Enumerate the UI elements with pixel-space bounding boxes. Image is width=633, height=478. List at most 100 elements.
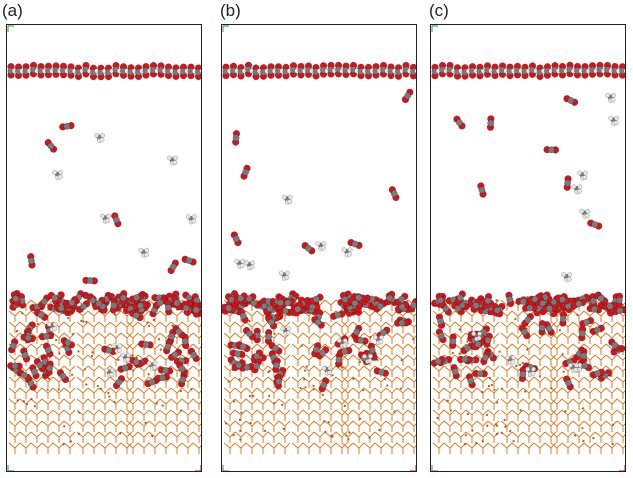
framework-node: [412, 338, 415, 341]
framework-node: [526, 348, 529, 351]
co2-molecule: [589, 324, 605, 336]
methane-molecule: [372, 334, 384, 346]
co2-molecule: [470, 298, 482, 313]
co2-molecule: [304, 302, 321, 311]
panel-label-b: (b): [220, 1, 241, 20]
framework-node: [161, 404, 164, 407]
methane-molecule: [111, 343, 123, 354]
framework-node: [146, 321, 149, 324]
methane-molecule: [571, 184, 583, 195]
co2-molecule: [149, 61, 158, 78]
framework-node: [324, 430, 327, 434]
framework-node: [466, 413, 469, 416]
co2-molecule: [229, 349, 246, 359]
co2-molecule: [59, 62, 68, 79]
framework-node: [304, 386, 307, 389]
co2-molecule: [7, 362, 23, 370]
framework-node: [248, 319, 251, 323]
co2-molecule: [60, 336, 76, 349]
framework-node: [386, 384, 389, 387]
co2-molecule: [274, 373, 283, 390]
co2-molecule: [451, 302, 465, 315]
co2-molecule: [468, 63, 477, 79]
co2-molecule: [573, 62, 582, 79]
co2-molecule: [157, 366, 174, 375]
co2-molecule: [119, 289, 128, 306]
methane-molecule: [280, 326, 292, 337]
framework-node: [77, 350, 80, 353]
methane-molecule: [336, 338, 348, 349]
co2-molecule: [465, 373, 476, 389]
framework-node: [30, 398, 33, 401]
methane-molecule: [608, 115, 620, 126]
co2-molecule: [272, 357, 281, 374]
framework-node: [550, 387, 553, 390]
co2-molecule: [112, 375, 126, 390]
methane-molecule: [525, 366, 537, 377]
co2-molecule: [336, 346, 353, 357]
framework-node: [582, 439, 585, 443]
framework-node: [558, 329, 562, 332]
simulation-snapshot-b: [222, 25, 416, 471]
co2-molecule: [471, 337, 485, 351]
co2-molecule: [10, 291, 22, 307]
co2-molecule: [483, 332, 493, 348]
framework-node: [399, 387, 403, 390]
co2-molecule: [578, 325, 587, 342]
co2-molecule: [518, 324, 531, 340]
co2-molecule: [92, 296, 106, 311]
framework-node: [135, 356, 138, 359]
co2-molecule: [42, 342, 54, 358]
co2-molecule: [527, 293, 543, 305]
framework-node: [159, 348, 162, 351]
framework-node: [82, 320, 85, 323]
co2-molecule: [76, 300, 91, 313]
methane-molecule: [146, 360, 158, 371]
co2-molecule: [187, 63, 195, 80]
co2-molecule: [59, 121, 75, 131]
framework-node: [119, 432, 122, 435]
methane-molecule: [321, 365, 333, 376]
co2-molecule: [598, 369, 613, 382]
framework-node: [281, 403, 284, 406]
framework-node: [57, 388, 60, 391]
framework-node: [576, 313, 579, 316]
framework-node: [519, 363, 522, 366]
framework-node: [58, 352, 61, 355]
framework-node: [264, 429, 267, 433]
framework-node: [171, 324, 174, 327]
framework-node: [96, 384, 99, 388]
axis-indicator-icon: [431, 25, 438, 32]
co2-molecule: [181, 300, 192, 316]
framework-node: [268, 394, 271, 397]
framework-node: [302, 378, 306, 381]
co2-molecule: [163, 339, 174, 355]
co2-molecule: [505, 291, 515, 308]
framework-node: [179, 389, 182, 393]
co2-molecule: [29, 364, 40, 380]
co2-molecule: [176, 361, 188, 376]
framework-node: [400, 359, 403, 362]
co2-molecule: [233, 292, 248, 305]
framework-node: [46, 388, 49, 391]
framework-node: [282, 427, 285, 431]
framework-node: [232, 434, 235, 437]
framework-node: [515, 364, 518, 368]
framework-node: [347, 438, 350, 441]
framework-node: [227, 380, 230, 383]
framework-node: [503, 418, 506, 422]
co2-molecule: [476, 63, 484, 80]
framework-node: [152, 318, 155, 322]
framework-node: [475, 441, 478, 445]
framework-node: [85, 320, 88, 323]
co2-molecule: [27, 253, 36, 269]
co2-molecule: [450, 364, 460, 380]
framework-node: [496, 424, 499, 427]
co2-molecule: [237, 308, 249, 324]
co2-molecule: [240, 164, 251, 180]
co2-molecule: [486, 115, 495, 131]
framework-node: [464, 434, 468, 437]
framework-node: [490, 383, 494, 387]
methane-molecule: [341, 247, 353, 258]
co2-molecule: [138, 340, 154, 349]
